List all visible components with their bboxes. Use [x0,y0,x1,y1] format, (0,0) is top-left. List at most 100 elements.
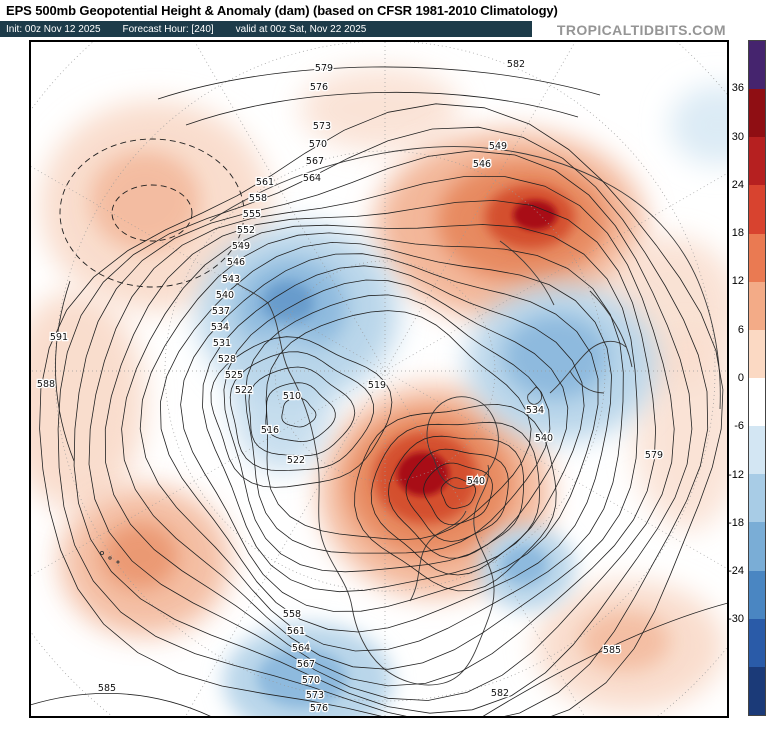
site-watermark: TROPICALTIDBITS.COM [556,22,726,38]
island-hawaii-1 [99,550,105,556]
colorbar-segment [749,137,765,186]
contour-label: 522 [235,385,253,396]
colorbar-segment [749,666,765,715]
colorbar-segment [749,474,765,523]
contour-label: 540 [216,290,234,301]
colorbar-segment [749,281,765,330]
colorbar-segment [749,522,765,571]
coastline-greenland [426,396,499,489]
map-canvas: 582 579 576 573 570 567 564 561 558 555 552 549 546 5… [30,41,728,717]
dashed-anomaly-contour-outer [59,138,245,288]
contour-line [159,241,612,633]
contour-label: 588 [37,379,55,390]
coastline-hudson [409,510,467,602]
colorbar-label: 0 [737,372,744,384]
contour-label: 525 [225,370,243,381]
contour-label: 519 [368,380,386,391]
coastline-europe [569,370,605,394]
colorbar-label: 36 [731,82,744,95]
contour-label: 561 [256,177,274,188]
contour-label: 555 [243,209,261,220]
contour-arc-bottom-left [30,692,213,717]
contour-label: 561 [287,626,305,637]
contour-label: 564 [303,173,321,184]
coastline-asia-interior-2 [499,240,555,306]
colorbar-label: -24 [728,565,744,578]
colorbar-label: -6 [734,420,744,433]
contour-label: 537 [212,306,230,317]
graticule-meridian [384,41,576,372]
graticule-meridian [194,41,386,372]
contour-line [440,477,477,509]
contour-label: 570 [302,675,320,686]
colorbar-segment [749,329,765,378]
contour-label: 531 [213,338,231,349]
graticule-meridian [384,370,586,717]
colorbar-segment [749,89,765,138]
contour-label: 558 [283,609,301,620]
anomaly-red-bottom-left-core [102,523,178,589]
colorbar-segment [749,41,765,90]
contour-label: 546 [227,257,245,268]
map-frame [30,41,728,717]
graticule-meridian [184,370,386,717]
contour-label: 576 [310,82,328,93]
contour-line [73,150,693,714]
colorbar-label: 12 [731,275,744,288]
colorbar-segment [749,426,765,475]
contour-label: 546 [473,159,491,170]
contour-line [265,310,532,541]
contour-label: 564 [292,643,310,654]
contour-line [281,398,317,428]
contour-line [121,224,639,670]
dashed-anomaly-contour-inner [111,184,193,242]
height-contours [30,66,728,717]
graticule-meridian [30,370,386,577]
contour-line [139,232,624,652]
colorbar-label: -12 [728,468,744,481]
graticule-meridian [30,165,386,372]
forecast-hour: Forecast Hour: [240] [122,23,214,35]
run-info-bar: Init: 00z Nov 12 2025 Forecast Hour: [24… [0,21,532,37]
contour-label: 516 [261,425,279,436]
contour-arc-top-outer [157,66,601,100]
contour-label: 534 [211,322,229,333]
contour-arc-top-inner [185,91,579,126]
coastline-eurasia-north [209,146,721,410]
contour-label: 552 [237,225,255,236]
anomaly-colorbar: 36 30 24 18 12 6 0 -6 -12 -18 -24 -30 [724,40,766,716]
graticule [30,41,728,717]
contour-label: 585 [98,683,116,694]
coastline-scandinavia [549,340,627,394]
graticule-meridian [384,172,728,372]
contour-label: 591 [50,332,68,343]
anomaly-blue-europe-core [504,315,608,399]
coastline-north-america-west [267,302,495,686]
coastline-asia-interior-1 [589,290,633,368]
contour-line [104,199,657,687]
colorbar-segment [749,377,765,427]
colorbar-swatches [748,40,766,716]
contour-line [39,103,724,717]
contour-label: 573 [313,121,331,132]
contour-label: 528 [218,354,236,365]
contour-label: 558 [249,193,267,204]
contour-label: 579 [645,450,663,461]
contour-arc-bottom-right [481,602,728,717]
contour-line [244,294,551,554]
contour-line [248,366,356,457]
colorbar-segment [749,185,765,234]
island-hawaii-3 [116,560,120,564]
page-title: EPS 500mb Geopotential Height & Anomaly … [6,3,558,18]
contour-label: 540 [535,433,553,444]
colorbar-label: 24 [731,178,744,191]
dashed-anomaly-contours [59,138,245,288]
colorbar-label: -30 [728,613,744,626]
init-time: Init: 00z Nov 12 2025 [6,23,101,35]
contour-label: 510 [283,391,301,402]
contour-line [423,462,493,526]
contour-line [370,421,540,576]
coastlines [99,146,721,686]
colorbar-segment [749,570,765,619]
